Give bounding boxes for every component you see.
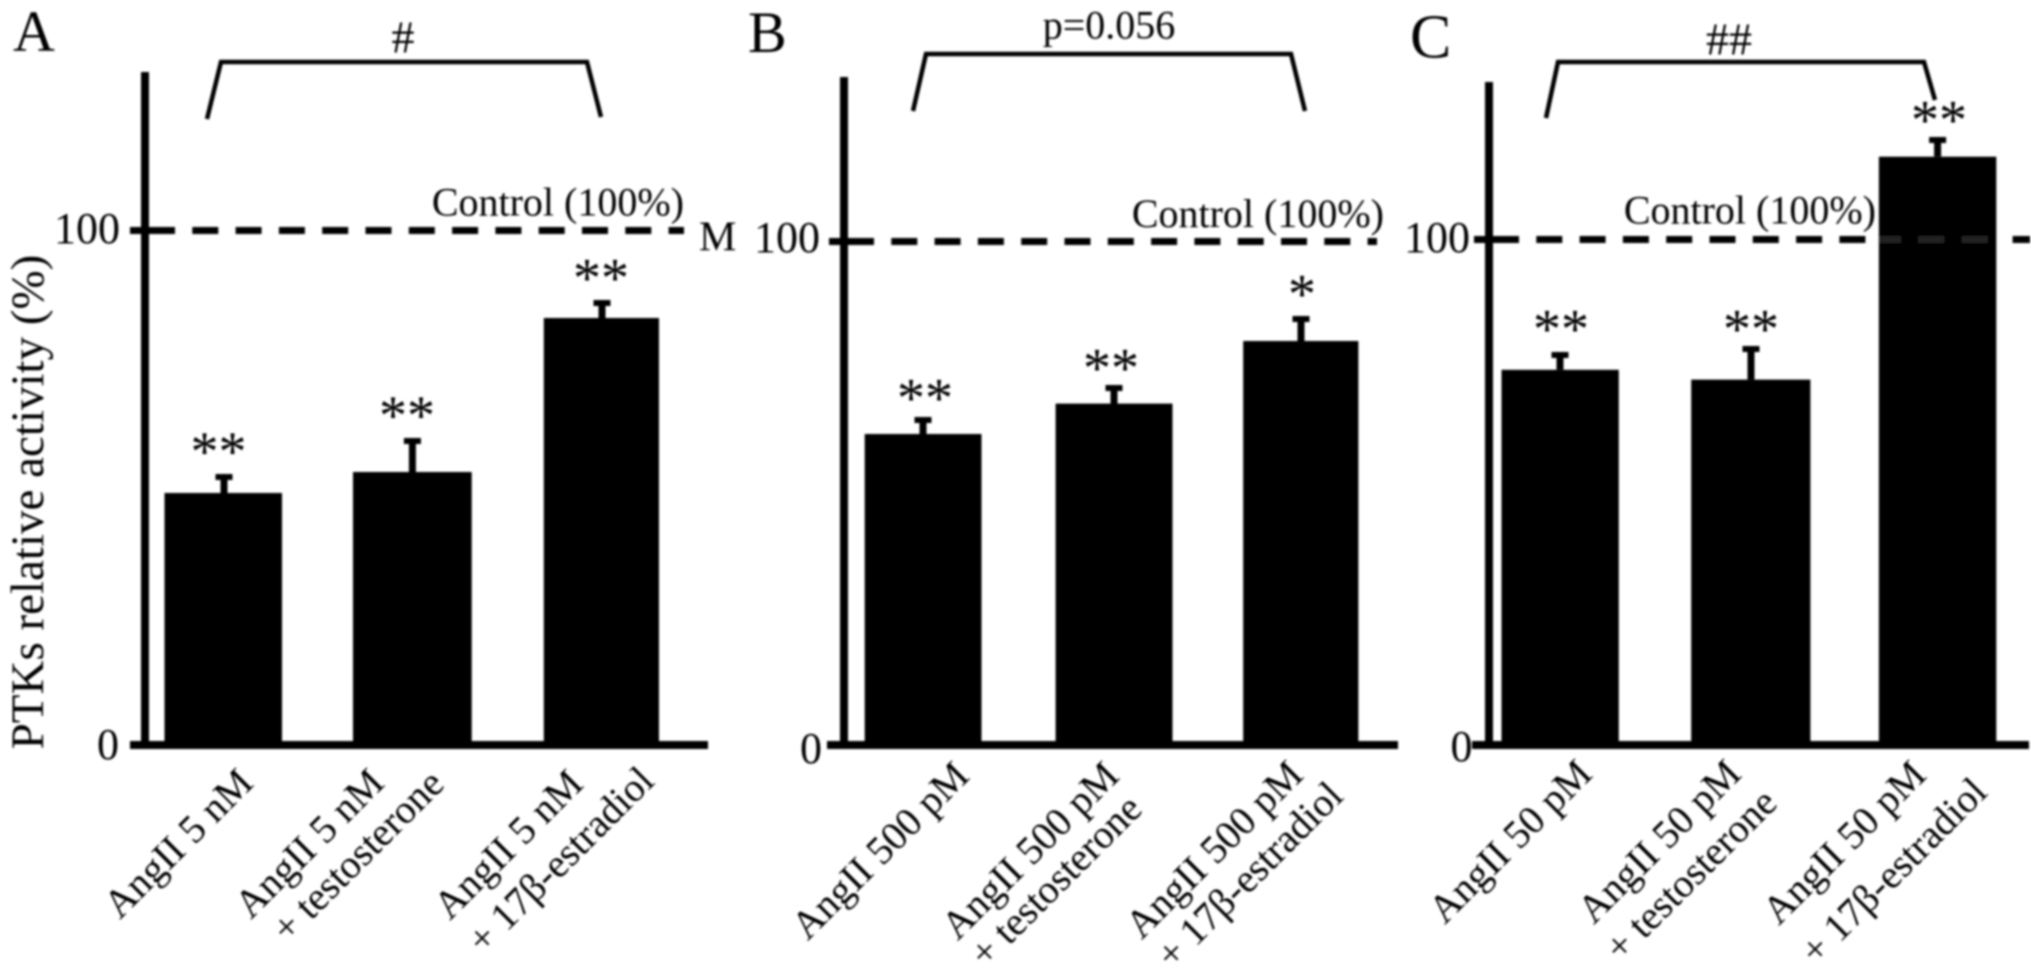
svg-text:M: M bbox=[699, 215, 736, 261]
svg-text:0: 0 bbox=[1451, 722, 1473, 771]
svg-text:**: ** bbox=[1911, 90, 1967, 152]
svg-text:PTKs relative activity (%): PTKs relative activity (%) bbox=[2, 255, 54, 750]
svg-text:C: C bbox=[1410, 4, 1451, 72]
svg-text:**: ** bbox=[573, 248, 629, 310]
svg-text:##: ## bbox=[1706, 14, 1752, 65]
svg-text:*: * bbox=[1288, 264, 1316, 326]
svg-text:Control (100%): Control (100%) bbox=[432, 180, 684, 225]
svg-text:**: ** bbox=[1083, 338, 1139, 400]
svg-text:0: 0 bbox=[800, 724, 822, 773]
svg-text:**: ** bbox=[191, 421, 247, 483]
svg-text:Control (100%): Control (100%) bbox=[1624, 188, 1876, 233]
svg-text:100: 100 bbox=[754, 213, 820, 262]
svg-text:100: 100 bbox=[1404, 213, 1470, 262]
svg-text:p=0.056: p=0.056 bbox=[1043, 3, 1176, 48]
svg-text:**: ** bbox=[897, 368, 953, 430]
svg-text:**: ** bbox=[1533, 299, 1589, 361]
svg-text:B: B bbox=[748, 0, 787, 65]
svg-text:A: A bbox=[13, 0, 55, 64]
svg-text:0: 0 bbox=[97, 720, 119, 769]
svg-text:**: ** bbox=[379, 385, 435, 447]
svg-text:Control (100%): Control (100%) bbox=[1132, 191, 1384, 236]
svg-text:100: 100 bbox=[54, 204, 120, 253]
svg-text:**: ** bbox=[1723, 299, 1779, 361]
svg-text:#: # bbox=[392, 12, 415, 63]
